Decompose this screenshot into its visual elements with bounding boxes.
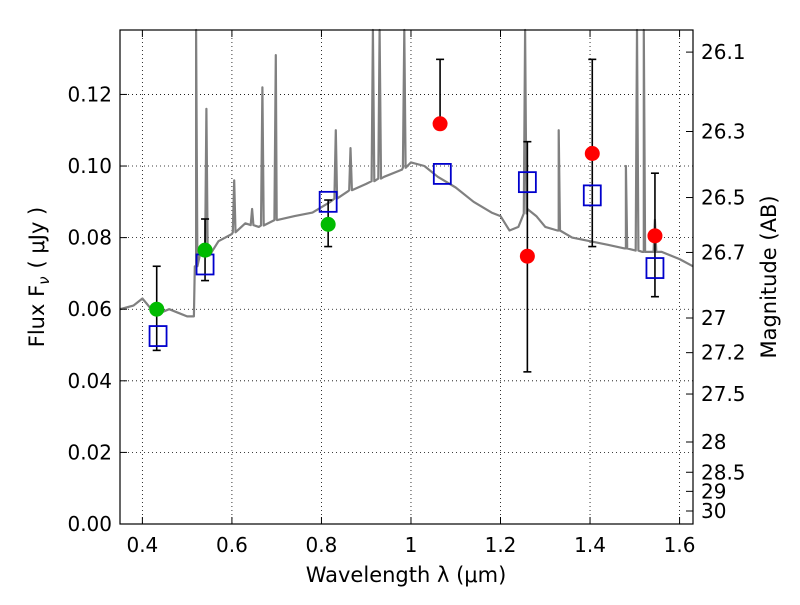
- x-tick-label: 1.4: [574, 533, 606, 557]
- x-tick-label: 0.4: [126, 533, 158, 557]
- model-point: [582, 184, 602, 207]
- y-axis-label: Flux Fν ( μJy ): [25, 207, 53, 348]
- y-tick-label: 0.02: [67, 440, 112, 464]
- y2-axis-label: Magnitude (AB): [757, 195, 781, 358]
- plot-frame: [119, 29, 694, 525]
- optical-point: [149, 301, 165, 317]
- y-tick-label: 0.10: [67, 154, 112, 178]
- x-tick-label: 0.8: [306, 533, 338, 557]
- spectrum: [119, 28, 694, 318]
- nir-point: [432, 116, 448, 132]
- y2-tick-label: 29: [701, 479, 726, 503]
- y-tick-label: 0.04: [67, 369, 112, 393]
- nir-point: [647, 228, 663, 244]
- x-tick-label: 1: [405, 533, 418, 557]
- x-tick-label: 0.6: [216, 533, 248, 557]
- nir-point: [519, 248, 535, 264]
- y-tick-label: 0.00: [67, 512, 112, 536]
- model-point: [318, 190, 338, 213]
- y-tick-label: 0.12: [67, 82, 112, 106]
- nir-point: [584, 146, 600, 161]
- x-axis-label: Wavelength λ (μm): [306, 563, 507, 587]
- model-point: [148, 325, 168, 347]
- y2-tick-label: 26.5: [701, 186, 746, 210]
- y2-tick-label: 27.2: [701, 341, 746, 365]
- model-point: [432, 163, 452, 185]
- ticks: 0.4 0.6 0.8 1 1.2 1.4 1.6 0.00 0.02 0.04 0.06 0.08 0…: [67, 30, 746, 557]
- model-photometry: [148, 163, 665, 347]
- y2-tick-label: 28.5: [701, 460, 746, 484]
- spectrum-line: [119, 28, 694, 318]
- y2-tick-label: 27: [701, 306, 726, 330]
- y2-tick-label: 30: [701, 499, 726, 523]
- y2-tick-label: 26.7: [701, 240, 746, 264]
- y-tick-label: 0.08: [67, 226, 112, 250]
- y2-tick-label: 27.5: [701, 382, 746, 406]
- model-point: [517, 171, 537, 194]
- optical-point: [320, 216, 336, 232]
- x-tick-label: 1.6: [664, 533, 696, 557]
- y2-tick-label: 26.3: [701, 119, 746, 143]
- optical-point: [197, 242, 213, 258]
- y-axis-label-main: Flux F: [25, 285, 49, 347]
- y-axis-label-sub: ν: [35, 276, 53, 284]
- y-axis-label-unit: ( μJy ): [25, 207, 49, 269]
- y-tick-label: 0.06: [67, 297, 112, 321]
- x-tick-label: 1.2: [485, 533, 517, 557]
- plot-background: [120, 30, 693, 524]
- y2-tick-label: 28: [701, 430, 726, 454]
- observed-photometry: [149, 116, 663, 317]
- y2-tick-label: 26.1: [701, 40, 746, 64]
- model-point: [645, 257, 665, 279]
